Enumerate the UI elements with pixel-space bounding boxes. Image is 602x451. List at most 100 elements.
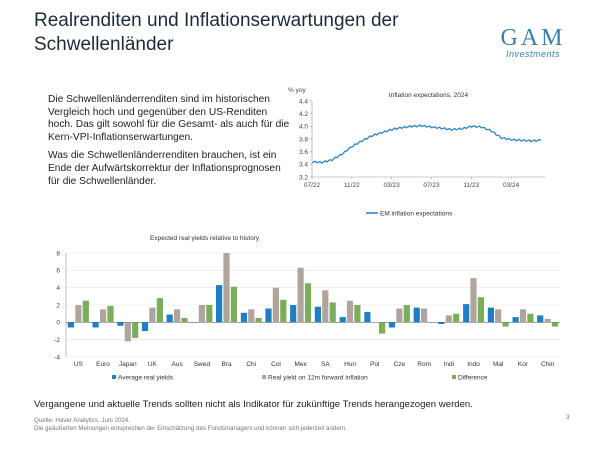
bar-chart-y-tick-label: 6 bbox=[56, 268, 60, 275]
line-chart-title: Inflation expectations, 2024 bbox=[389, 92, 469, 99]
line-chart-x-tick-label: 03/24 bbox=[503, 182, 520, 189]
bar-aus-series-2 bbox=[174, 309, 181, 323]
bar-chart-y-tick-label: 0 bbox=[56, 320, 60, 327]
bar-chart-x-tick-label: SA bbox=[321, 361, 330, 368]
line-chart-x-tick-label: 11/23 bbox=[463, 182, 479, 189]
source-line: Quelle: Haver Analytics, Juni 2024. bbox=[34, 417, 130, 424]
bar-chart-x-tick-label: Indi bbox=[444, 361, 454, 368]
bar-legend-swatch-2 bbox=[262, 375, 266, 379]
bar-mal-series-3 bbox=[502, 322, 509, 327]
page-number: 3 bbox=[566, 414, 570, 421]
bar-euro-series-3 bbox=[107, 305, 114, 323]
line-chart-ylabel: % yoy bbox=[288, 87, 306, 94]
bar-hun-series-3 bbox=[354, 305, 361, 323]
bar-chi-series-3 bbox=[255, 318, 262, 323]
bar-chart-x-tick-label: Aus bbox=[172, 361, 184, 368]
bar-uk-series-1 bbox=[141, 322, 149, 331]
bar-indo-series-3 bbox=[477, 297, 484, 323]
line-chart-y-tick-label: 4.4 bbox=[299, 98, 308, 105]
bar-japan-series-2 bbox=[124, 322, 131, 342]
bar-hun-series-1 bbox=[339, 317, 346, 323]
bar-kor-series-1 bbox=[512, 317, 519, 323]
line-chart-x-tick-label: 07/23 bbox=[423, 182, 440, 189]
bar-kor-series-3 bbox=[527, 313, 534, 323]
bullet-marker bbox=[36, 150, 48, 188]
line-chart-x-tick-label: 03/23 bbox=[384, 182, 401, 189]
bar-col-series-1 bbox=[265, 308, 272, 323]
bar-legend-label-3: Difference bbox=[458, 375, 488, 382]
bar-uk-series-2 bbox=[149, 307, 156, 323]
bar-mex-series-2 bbox=[297, 267, 304, 323]
bar-chart-x-tick-label: Swed bbox=[194, 361, 211, 368]
bar-japan-series-3 bbox=[132, 322, 139, 338]
bar-indi-series-1 bbox=[438, 322, 445, 324]
bar-chart-x-tick-label: Japan bbox=[119, 361, 137, 368]
bar-bra-series-2 bbox=[223, 253, 230, 323]
bar-euro-series-1 bbox=[92, 322, 99, 328]
bar-chart-x-tick-label: Mex bbox=[295, 361, 308, 368]
bar-chi-series-1 bbox=[240, 312, 247, 323]
bullet-item: Was die Schwellenländerrenditen brauchen… bbox=[36, 150, 291, 188]
bar-indi-series-3 bbox=[453, 313, 460, 323]
line-chart-y-tick-label: 3.6 bbox=[299, 149, 308, 156]
bar-chart-x-tick-label: Pol bbox=[370, 361, 380, 368]
bar-chart-x-tick-label: UK bbox=[148, 361, 158, 368]
disclaimer-note: Vergangene und aktuelle Trends sollten n… bbox=[34, 399, 473, 410]
bar-indo-series-1 bbox=[463, 304, 470, 323]
bar-chart-y-tick-label: 2 bbox=[56, 302, 60, 309]
bar-pol-series-3 bbox=[379, 322, 386, 334]
bar-chart-x-tick-label: Bra bbox=[221, 361, 232, 368]
bar-pol-series-1 bbox=[364, 311, 371, 323]
bar-chin-series-1 bbox=[537, 315, 544, 323]
bar-chart-x-tick-label: Chi bbox=[246, 361, 256, 368]
line-chart-y-tick-label: 3.4 bbox=[299, 162, 308, 169]
bar-mal-series-2 bbox=[495, 309, 502, 323]
bar-rom-series-2 bbox=[421, 308, 428, 323]
bar-chin-series-2 bbox=[544, 318, 551, 323]
bar-chart-y-tick-label: -4 bbox=[54, 354, 60, 361]
line-legend-label: EM inflation expectations bbox=[380, 211, 453, 218]
bar-mex-series-3 bbox=[304, 283, 312, 323]
bar-chin-series-3 bbox=[551, 322, 559, 327]
bullet-marker bbox=[36, 94, 48, 144]
bar-chart-x-tick-label: Col bbox=[271, 361, 281, 368]
bar-chart-x-tick-label: Indo bbox=[467, 361, 480, 368]
bar-chart-x-tick-label: Cze bbox=[394, 361, 406, 368]
line-chart-x-tick-label: 11/22 bbox=[344, 182, 360, 189]
bar-mex-series-1 bbox=[290, 305, 297, 323]
bullet-text: Die Schwellenländerrenditen sind im hist… bbox=[48, 94, 290, 143]
opinion-line: Die geäußerten Meinungen entsprechen der… bbox=[34, 424, 348, 432]
bar-chart-y-tick-label: 8 bbox=[56, 250, 60, 257]
bar-euro-series-2 bbox=[100, 309, 107, 323]
logo-tagline: Investments bbox=[505, 49, 561, 59]
bullet-text: Was die Schwellenländerrenditen brauchen… bbox=[48, 150, 281, 187]
bar-cze-series-3 bbox=[403, 305, 410, 323]
bar-cze-series-2 bbox=[396, 308, 403, 323]
bar-chart-x-tick-label: Hun bbox=[344, 361, 356, 368]
line-chart-y-tick-label: 3.8 bbox=[299, 136, 308, 143]
bar-sa-series-2 bbox=[322, 290, 329, 323]
line-chart-x-tick-label: 07/22 bbox=[304, 182, 321, 189]
line-chart-y-tick-label: 4.2 bbox=[299, 111, 308, 118]
bar-us-series-2 bbox=[75, 305, 82, 323]
bar-swed-series-3 bbox=[206, 305, 213, 323]
bar-chart-title: Expected real yields relative to history bbox=[150, 235, 260, 242]
bar-indo-series-2 bbox=[470, 278, 477, 323]
bar-us-series-1 bbox=[67, 322, 74, 328]
bar-chart-x-tick-label: US bbox=[74, 361, 84, 368]
bar-legend-swatch-3 bbox=[452, 375, 456, 379]
bar-chart-x-tick-label: Euro bbox=[96, 361, 110, 368]
bar-legend-label-2: Real yield on 12m forward inflation bbox=[268, 375, 368, 382]
page-title: Realrenditen und Inflationserwartungen d… bbox=[34, 10, 399, 55]
bar-legend-swatch-1 bbox=[112, 375, 116, 379]
bar-chart-x-tick-label: Chin bbox=[541, 361, 555, 368]
bar-col-series-2 bbox=[272, 287, 279, 323]
line-chart-y-tick-label: 4.0 bbox=[299, 124, 308, 131]
bullet-item: Die Schwellenländerrenditen sind im hist… bbox=[36, 94, 291, 144]
bar-rom-series-1 bbox=[413, 307, 420, 323]
bar-chart-y-tick-label: 4 bbox=[56, 285, 60, 292]
bar-mal-series-1 bbox=[487, 307, 494, 323]
bar-chart-y-tick-label: -2 bbox=[54, 337, 60, 344]
bar-sa-series-3 bbox=[329, 302, 336, 323]
